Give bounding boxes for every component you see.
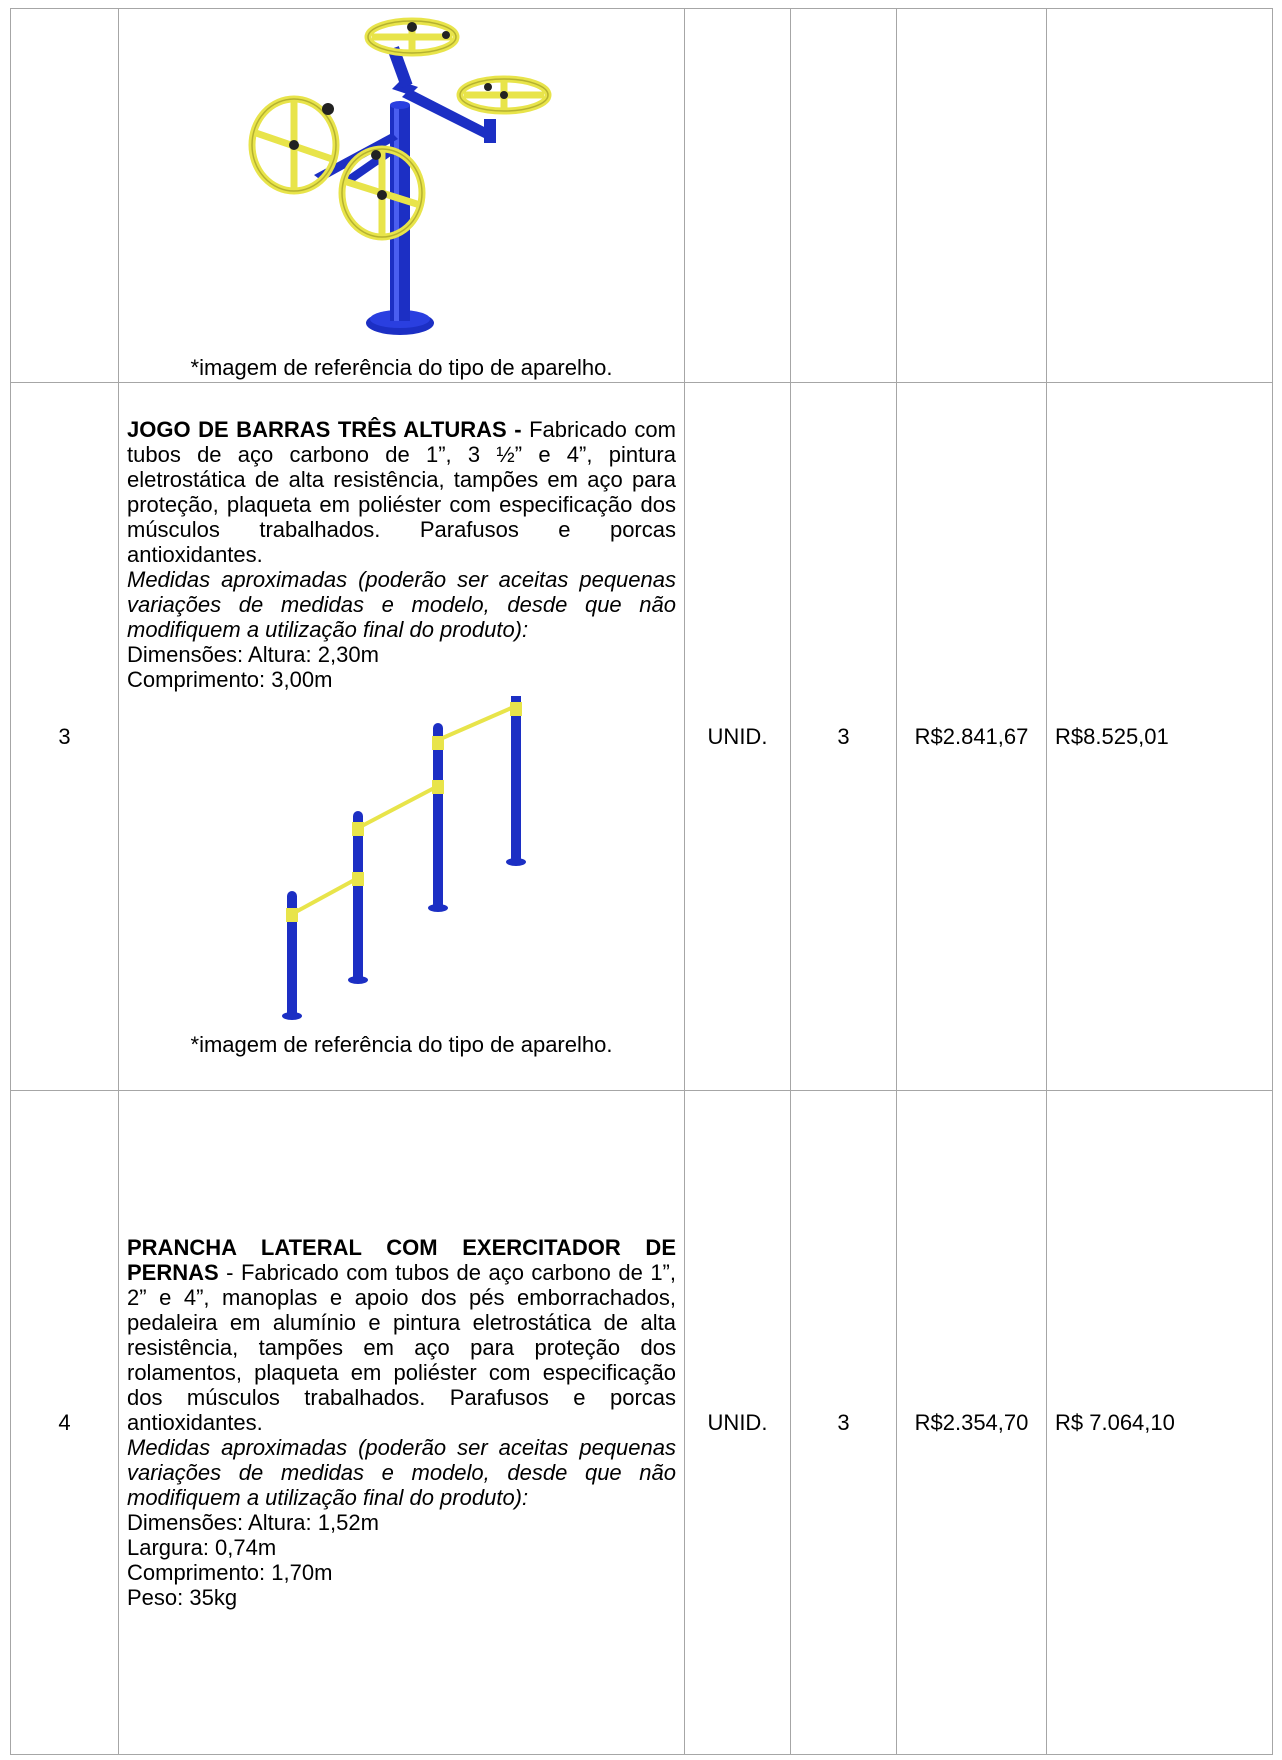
total-cell [1046,8,1273,383]
tai-chi-wheels-equipment-image [248,17,551,335]
dimension-line: Comprimento: 3,00m [127,666,333,692]
total-cell: R$8.525,01 [1046,382,1273,1091]
table-row: *imagem de referência do tipo de aparelh… [10,8,1273,383]
dimension-line: Dimensões: Altura: 1,52m [127,1510,379,1535]
description-cell: JOGO DE BARRAS TRÊS ALTURAS - Fabricado … [118,382,685,1091]
item-description: - Fabricado com tubos de aço carbono de … [127,1260,676,1435]
unit-cell: UNID. [684,1090,791,1755]
description-cell: *imagem de referência do tipo de aparelh… [118,8,685,383]
table-row: 3 JOGO DE BARRAS TRÊS ALTURAS - Fabricad… [10,382,1273,1091]
quantity-cell: 3 [790,382,897,1091]
dimension-line: Peso: 35kg [127,1585,238,1610]
dimension-line: Dimensões: Altura: 2,30m [127,641,379,667]
item-title: PRANCHA LATERAL COM EXERCITADOR DE PERNA… [127,1235,676,1285]
three-height-bars-equipment-image [281,695,526,1020]
item-title: JOGO DE BARRAS TRÊS ALTURAS - [127,416,522,442]
image-caption: *imagem de referência do tipo de aparelh… [190,355,613,380]
measurement-note: Medidas aproximadas (poderão ser aceitas… [127,566,676,642]
quantity-cell [790,8,897,383]
item-description: Fabricado com tubos de aço carbono de 1”… [127,416,676,567]
item-number-cell: 3 [10,382,119,1091]
dimension-line: Comprimento: 1,70m [127,1560,333,1585]
image-caption: *imagem de referência do tipo de aparelh… [190,1031,613,1057]
specification-table: *imagem de referência do tipo de aparelh… [10,8,1273,1755]
item-number-cell: 4 [10,1090,119,1755]
measurement-note: Medidas aproximadas (poderão ser aceitas… [127,1435,676,1510]
total-cell: R$ 7.064,10 [1046,1090,1273,1755]
unit-price-cell [896,8,1047,383]
unit-price-cell: R$2.841,67 [896,382,1047,1091]
unit-cell: UNID. [684,382,791,1091]
quantity-cell: 3 [790,1090,897,1755]
item-number-cell [10,8,119,383]
unit-price-cell: R$2.354,70 [896,1090,1047,1755]
description-cell: PRANCHA LATERAL COM EXERCITADOR DE PERNA… [118,1090,685,1755]
table-row: 4 PRANCHA LATERAL COM EXERCITADOR DE PER… [10,1090,1273,1755]
unit-cell [684,8,791,383]
dimension-line: Largura: 0,74m [127,1535,277,1560]
